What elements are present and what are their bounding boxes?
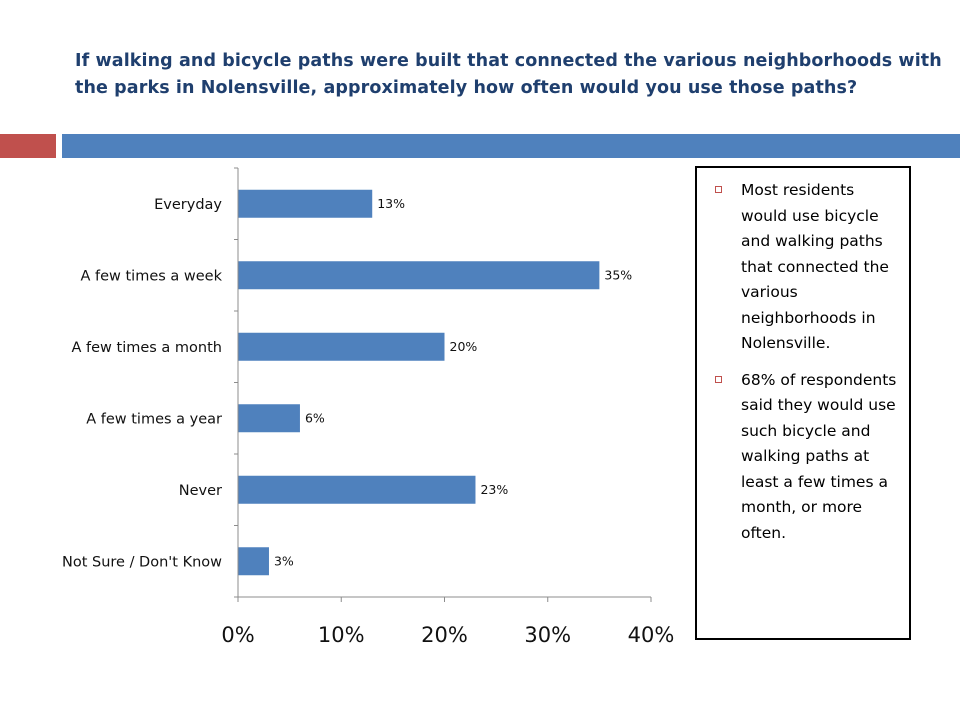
bar-chart: Everyday 13% A few times a week 35% A few ti… (62, 167, 675, 647)
callout-bullet: 68% of respondents said they would use s… (705, 368, 901, 547)
category-label: A few times a week (80, 268, 222, 284)
category-label: A few times a month (71, 340, 222, 356)
callout-bullet-text: 68% of respondents said they would use s… (741, 370, 897, 542)
bar (238, 475, 476, 504)
summary-callout: Most residents would use bicycle and wal… (695, 166, 911, 640)
slide-title: If walking and bicycle paths were built … (75, 51, 942, 98)
callout-bullet-text: Most residents would use bicycle and wal… (741, 181, 889, 352)
category-label: Everyday (154, 197, 222, 213)
bar (238, 332, 445, 361)
bar (238, 189, 373, 218)
data-label: 6% (305, 410, 325, 425)
x-tick-label: 0% (221, 623, 254, 647)
category-label: A few times a year (86, 411, 222, 427)
x-tick-label: 30% (524, 623, 571, 647)
title-band (62, 134, 960, 158)
data-label: 20% (450, 339, 478, 354)
x-tick-label: 10% (318, 623, 365, 647)
callout-bullet: Most residents would use bicycle and wal… (705, 178, 901, 357)
data-label: 35% (604, 267, 632, 282)
category-label: Not Sure / Don't Know (62, 554, 222, 570)
hollow-square-icon (715, 375, 722, 383)
bar (238, 261, 600, 290)
data-label: 3% (274, 553, 294, 568)
hollow-square-icon (715, 186, 722, 193)
data-label: 13% (377, 196, 405, 211)
bar (238, 547, 269, 576)
bar (238, 404, 300, 433)
title-band-accent (0, 134, 56, 158)
category-label: Never (179, 483, 222, 499)
x-tick-label: 40% (628, 623, 675, 647)
x-tick-label: 20% (421, 623, 468, 647)
data-label: 23% (480, 482, 508, 497)
